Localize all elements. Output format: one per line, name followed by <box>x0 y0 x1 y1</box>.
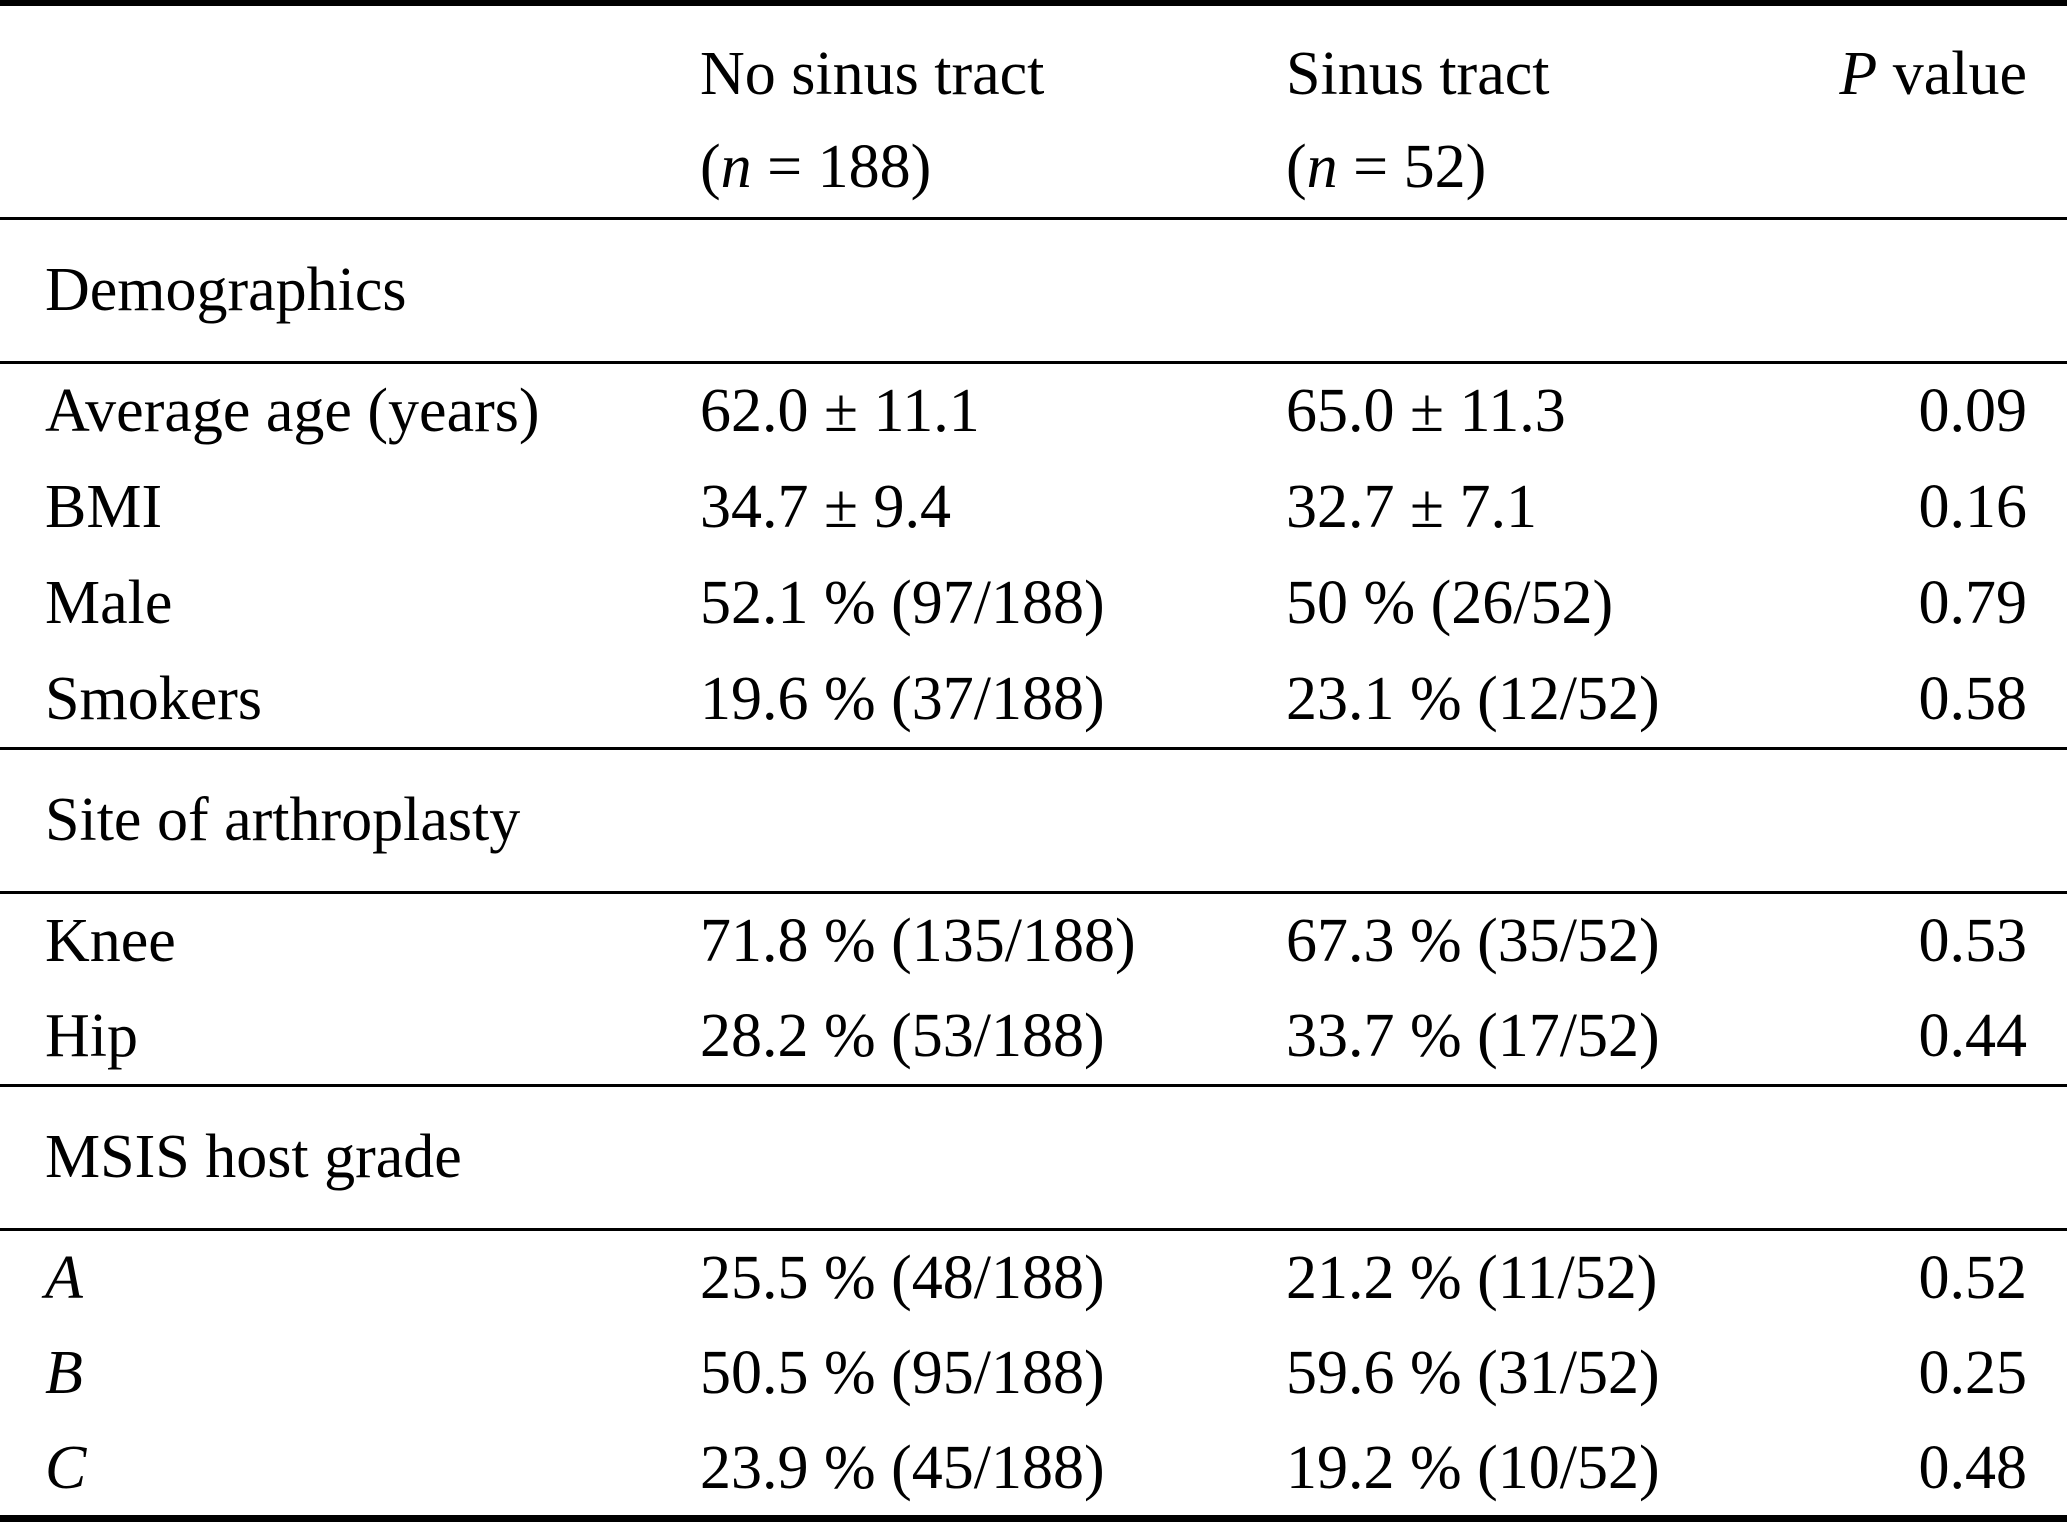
table-row-hip: Hip 28.2 % (53/188) 33.7 % (17/52) 0.44 <box>0 989 2067 1085</box>
row-label: Male <box>45 569 173 638</box>
row-label: Knee <box>45 906 176 975</box>
section-title-site-of-arthroplasty: Site of arthroplasty <box>0 746 2067 894</box>
row-label: B <box>45 1339 83 1408</box>
row-label: A <box>45 1243 83 1312</box>
table-row-male: Male 52.1 % (97/188) 50 % (26/52) 0.79 <box>0 555 2067 651</box>
n-symbol: n <box>1306 133 1338 201</box>
row-label: BMI <box>45 472 163 541</box>
cell-p-value: 0.09 <box>1918 377 2028 446</box>
cell-sinus-tract: 33.7 % (17/52) <box>1286 1001 1660 1070</box>
table-row-grade-c: C 23.9 % (45/188) 19.2 % (10/52) 0.48 <box>0 1422 2067 1519</box>
cell-p-value: 0.48 <box>1918 1433 2028 1502</box>
header-sinus-tract-n: (n = 52) <box>1286 133 1487 201</box>
cell-no-sinus-tract: 52.1 % (97/188) <box>700 569 1105 638</box>
cell-sinus-tract: 23.1 % (12/52) <box>1286 664 1660 733</box>
header-no-sinus-tract-name: No sinus tract <box>700 40 1045 108</box>
cell-sinus-tract: 19.2 % (10/52) <box>1286 1433 1660 1502</box>
table-row-knee: Knee 71.8 % (135/188) 67.3 % (35/52) 0.5… <box>0 892 2067 988</box>
row-label: Hip <box>45 1001 138 1070</box>
cell-no-sinus-tract: 19.6 % (37/188) <box>700 664 1105 733</box>
section-row-msis-host-grade: MSIS host grade <box>0 1083 2067 1231</box>
cell-p-value: 0.52 <box>1918 1243 2028 1312</box>
cell-no-sinus-tract: 50.5 % (95/188) <box>700 1339 1105 1408</box>
header-sinus-tract-name: Sinus tract <box>1286 40 1550 108</box>
header-p-value: P value <box>1839 40 2027 108</box>
row-label: Smokers <box>45 664 262 733</box>
section-row-site-of-arthroplasty: Site of arthroplasty <box>0 746 2067 894</box>
section-title-msis-host-grade: MSIS host grade <box>0 1083 2067 1231</box>
table-row-smokers: Smokers 19.6 % (37/188) 23.1 % (12/52) 0… <box>0 652 2067 748</box>
cell-p-value: 0.53 <box>1918 906 2028 975</box>
table-row-grade-b: B 50.5 % (95/188) 59.6 % (31/52) 0.25 <box>0 1326 2067 1422</box>
table-row-bmi: BMI 34.7 ± 9.4 32.7 ± 7.1 0.16 <box>0 459 2067 555</box>
p-symbol: P <box>1839 40 1878 108</box>
table-row-average-age: Average age (years) 62.0 ± 11.1 65.0 ± 1… <box>0 363 2067 459</box>
cell-no-sinus-tract: 28.2 % (53/188) <box>700 1001 1105 1070</box>
cell-p-value: 0.44 <box>1918 1001 2028 1070</box>
cell-sinus-tract: 65.0 ± 11.3 <box>1286 377 1566 446</box>
n-symbol: n <box>720 133 752 201</box>
cell-no-sinus-tract: 23.9 % (45/188) <box>700 1433 1105 1502</box>
row-label: Average age (years) <box>45 377 540 446</box>
row-label: C <box>45 1433 87 1502</box>
cell-p-value: 0.79 <box>1918 569 2028 638</box>
header-empty-cell <box>0 3 700 219</box>
header-no-sinus-tract-n: (n = 188) <box>700 133 932 201</box>
header-no-sinus-tract: No sinus tract (n = 188) <box>700 3 1286 219</box>
cell-no-sinus-tract: 71.8 % (135/188) <box>700 906 1136 975</box>
section-row-demographics: Demographics <box>0 217 2067 365</box>
cell-sinus-tract: 50 % (26/52) <box>1286 569 1614 638</box>
section-title-demographics: Demographics <box>0 217 2067 365</box>
table-header-row: No sinus tract (n = 188) Sinus tract (n … <box>0 3 2067 219</box>
cell-no-sinus-tract: 34.7 ± 9.4 <box>700 472 952 541</box>
cell-sinus-tract: 21.2 % (11/52) <box>1286 1243 1658 1312</box>
cell-p-value: 0.58 <box>1918 664 2028 733</box>
cell-sinus-tract: 67.3 % (35/52) <box>1286 906 1660 975</box>
cell-no-sinus-tract: 62.0 ± 11.1 <box>700 377 980 446</box>
table-row-grade-a: A 25.5 % (48/188) 21.2 % (11/52) 0.52 <box>0 1229 2067 1325</box>
header-sinus-tract: Sinus tract (n = 52) <box>1286 3 1806 219</box>
cell-sinus-tract: 32.7 ± 7.1 <box>1286 472 1538 541</box>
cell-p-value: 0.25 <box>1918 1339 2028 1408</box>
cell-no-sinus-tract: 25.5 % (48/188) <box>700 1243 1105 1312</box>
cell-sinus-tract: 59.6 % (31/52) <box>1286 1339 1660 1408</box>
cell-p-value: 0.16 <box>1918 472 2028 541</box>
